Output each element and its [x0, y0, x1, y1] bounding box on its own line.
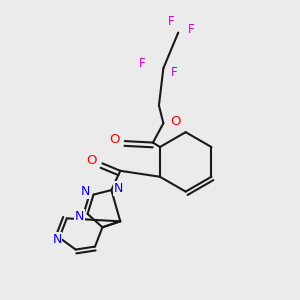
Text: N: N	[114, 182, 124, 195]
Text: O: O	[86, 154, 96, 167]
Text: O: O	[109, 133, 119, 146]
Text: N: N	[75, 210, 85, 223]
Text: F: F	[171, 66, 178, 79]
Text: N: N	[81, 185, 91, 198]
Text: F: F	[168, 15, 175, 28]
Text: F: F	[139, 57, 145, 70]
Text: O: O	[170, 115, 181, 128]
Text: N: N	[52, 233, 62, 246]
Text: F: F	[188, 23, 194, 36]
